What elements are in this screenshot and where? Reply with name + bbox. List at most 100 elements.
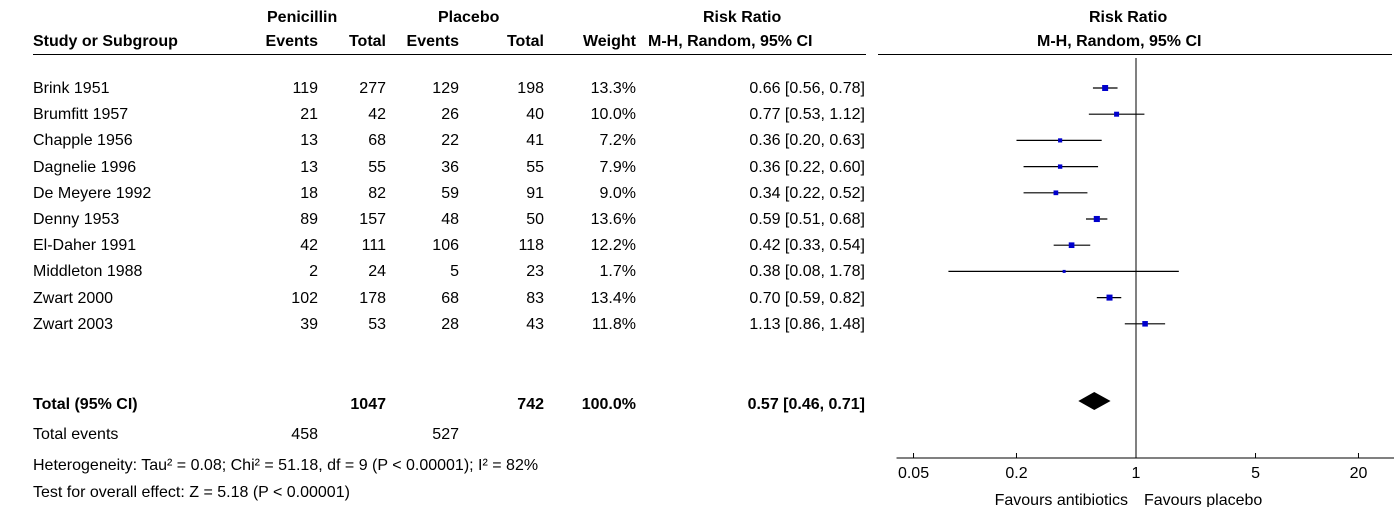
penicillin-header: Penicillin <box>267 9 338 26</box>
effect-marker <box>1142 321 1148 327</box>
study-name: Zwart 2003 <box>33 315 114 333</box>
placebo-total: 118 <box>518 237 544 255</box>
penicillin-total: 68 <box>368 132 386 150</box>
header-rule-left <box>33 54 866 55</box>
study-name: Brumfitt 1957 <box>33 106 129 124</box>
study-name: Brink 1951 <box>33 80 110 97</box>
study-ci: 0.38 [0.08, 1.78] <box>749 263 865 281</box>
placebo-events: 68 <box>441 289 459 307</box>
header-rule-right <box>878 54 1392 55</box>
total-weight: 100.0% <box>581 396 636 413</box>
plot-method-header: M-H, Random, 95% CI <box>1037 33 1202 50</box>
penicillin-total: 24 <box>368 263 386 281</box>
study-name: Middleton 1988 <box>33 263 143 281</box>
risk-ratio-column-title: Risk Ratio <box>703 9 782 26</box>
favours-antibiotics-label: Favours antibiotics <box>995 492 1128 507</box>
penicillin-events: 39 <box>300 315 318 333</box>
plot-title: Risk Ratio <box>1089 9 1168 26</box>
placebo-total: 50 <box>526 211 544 228</box>
placebo-events: 22 <box>441 132 459 150</box>
placebo-total: 23 <box>526 263 544 281</box>
study-ci: 0.42 [0.33, 0.54] <box>749 237 865 255</box>
x-tick-label: 0.05 <box>898 465 929 482</box>
events-header-placebo: Events <box>406 33 459 50</box>
placebo-events: 26 <box>441 106 459 124</box>
placebo-total: 55 <box>526 158 544 176</box>
study-name: Dagnelie 1996 <box>33 158 137 176</box>
study-weight: 10.0% <box>590 106 636 124</box>
placebo-total: 198 <box>517 80 544 97</box>
placebo-events: 106 <box>432 237 459 255</box>
effect-marker <box>1058 138 1063 143</box>
penicillin-events: 13 <box>300 158 318 176</box>
study-weight: 13.6% <box>590 211 636 228</box>
study-weight: 13.4% <box>590 289 636 307</box>
study-weight: 9.0% <box>599 184 636 202</box>
penicillin-total: 277 <box>359 80 386 97</box>
effect-marker <box>1068 242 1075 249</box>
placebo-total: 91 <box>526 184 544 202</box>
study-ci: 0.66 [0.56, 0.78] <box>749 80 865 97</box>
penicillin-events: 89 <box>300 211 318 228</box>
penicillin-total: 42 <box>368 106 386 124</box>
total-placebo: 742 <box>517 396 544 413</box>
penicillin-events: 42 <box>300 237 318 255</box>
x-tick-label: 1 <box>1132 465 1141 482</box>
placebo-total: 83 <box>526 289 544 307</box>
events-header-penicillin: Events <box>265 33 318 50</box>
placebo-events: 48 <box>441 211 459 228</box>
placebo-total: 41 <box>526 132 544 150</box>
study-name: De Meyere 1992 <box>33 184 152 202</box>
effect-marker <box>1057 164 1063 169</box>
study-weight: 7.2% <box>599 132 636 150</box>
penicillin-total: 157 <box>359 211 386 228</box>
study-ci: 0.36 [0.22, 0.60] <box>749 158 865 176</box>
total-header-placebo: Total <box>506 33 544 50</box>
penicillin-total: 55 <box>368 158 386 176</box>
weight-header: Weight <box>582 33 636 50</box>
effect-marker <box>1053 190 1059 196</box>
study-name: Chapple 1956 <box>33 132 133 150</box>
study-weight: 1.7% <box>599 263 636 281</box>
penicillin-total: 178 <box>359 289 386 307</box>
total-label: Total (95% CI) <box>33 396 138 413</box>
study-ci: 0.70 [0.59, 0.82] <box>749 289 865 307</box>
study-weight: 11.8% <box>591 315 636 333</box>
method-header: M-H, Random, 95% CI <box>648 33 813 50</box>
total-events-label: Total events <box>33 426 119 443</box>
study-name: El-Daher 1991 <box>33 237 137 255</box>
favours-placebo-label: Favours placebo <box>1144 492 1262 507</box>
study-name: Zwart 2000 <box>33 289 114 307</box>
effect-marker <box>1102 85 1109 91</box>
study-column-header: Study or Subgroup <box>33 33 178 50</box>
penicillin-total: 82 <box>368 184 386 202</box>
penicillin-events: 13 <box>300 132 318 150</box>
x-tick-label: 5 <box>1251 465 1260 482</box>
penicillin-total: 111 <box>361 237 386 255</box>
x-tick-label: 0.2 <box>1005 465 1027 482</box>
placebo-total: 40 <box>526 106 544 124</box>
study-ci: 0.36 [0.20, 0.63] <box>749 132 865 150</box>
placebo-events: 36 <box>441 158 459 176</box>
penicillin-events: 21 <box>300 106 318 124</box>
penicillin-events: 18 <box>300 184 318 202</box>
penicillin-events: 102 <box>291 289 318 307</box>
study-weight: 7.9% <box>599 158 636 176</box>
placebo-events: 129 <box>432 80 459 97</box>
study-weight: 13.3% <box>590 80 636 97</box>
total-header-penicillin: Total <box>348 33 386 50</box>
placebo-events: 5 <box>450 263 459 281</box>
effect-marker <box>1093 215 1100 223</box>
x-tick-label: 20 <box>1350 465 1368 482</box>
placebo-header: Placebo <box>438 9 500 26</box>
study-ci: 0.34 [0.22, 0.52] <box>749 184 865 202</box>
penicillin-events: 2 <box>309 263 318 281</box>
heterogeneity-text: Heterogeneity: Tau² = 0.08; Chi² = 51.18… <box>33 457 539 474</box>
total-events-penicillin: 458 <box>291 426 318 443</box>
effect-marker <box>1114 111 1120 117</box>
placebo-total: 43 <box>526 315 544 333</box>
pooled-diamond <box>1078 392 1111 410</box>
study-ci: 0.77 [0.53, 1.12] <box>749 106 865 124</box>
effect-marker <box>1062 269 1066 273</box>
